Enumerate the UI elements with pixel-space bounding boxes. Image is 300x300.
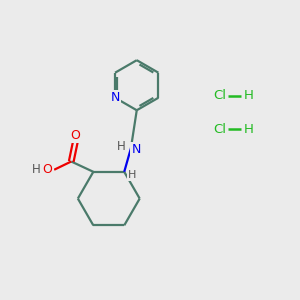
Text: Cl: Cl [213,89,226,102]
Text: Cl: Cl [213,123,226,136]
Text: H: H [128,170,136,180]
Text: H: H [244,89,254,102]
Text: O: O [71,128,81,142]
Text: N: N [131,143,141,156]
Text: H: H [244,123,254,136]
Text: H: H [117,140,126,153]
Text: O: O [43,163,52,176]
Text: N: N [110,91,120,104]
Text: H: H [32,163,40,176]
